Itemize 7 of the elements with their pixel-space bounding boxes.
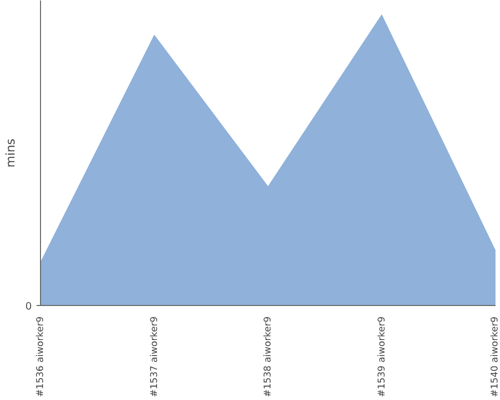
x-tick-label: #1540 aiworker9	[490, 316, 500, 398]
x-tick-label: #1536 aiworker9	[35, 316, 46, 398]
x-tick-label: #1538 aiworker9	[262, 316, 274, 398]
x-tick-label: #1539 aiworker9	[376, 316, 388, 398]
y-axis-title: mins	[4, 138, 18, 168]
text: 0	[26, 300, 32, 312]
x-tick-label: #1537 aiworker9	[148, 316, 160, 398]
